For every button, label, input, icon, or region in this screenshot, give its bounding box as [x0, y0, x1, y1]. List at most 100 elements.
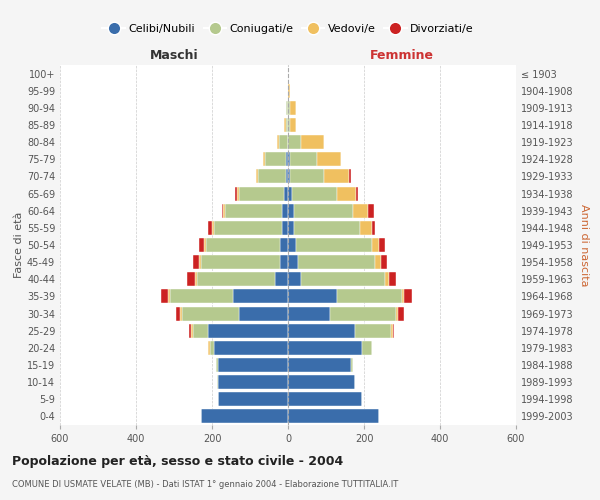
Bar — [324, 170, 349, 183]
Bar — [256, 170, 257, 183]
Bar — [290, 101, 296, 115]
Bar — [385, 272, 389, 286]
Bar — [288, 272, 301, 286]
Bar — [296, 238, 371, 252]
Bar — [208, 341, 210, 355]
Bar — [218, 375, 288, 389]
Bar — [294, 221, 360, 235]
Bar — [212, 221, 214, 235]
Bar — [391, 324, 392, 338]
Bar — [200, 255, 280, 269]
Bar — [206, 238, 280, 252]
Y-axis label: Anni di nascita: Anni di nascita — [579, 204, 589, 286]
Bar — [288, 324, 355, 338]
Bar — [317, 152, 341, 166]
Bar — [176, 306, 180, 320]
Bar — [288, 306, 330, 320]
Bar — [193, 324, 208, 338]
Bar — [379, 238, 385, 252]
Bar — [195, 272, 197, 286]
Bar — [288, 392, 362, 406]
Bar — [217, 375, 218, 389]
Bar — [290, 152, 317, 166]
Bar — [371, 238, 379, 252]
Bar — [189, 324, 191, 338]
Bar — [200, 410, 288, 424]
Bar — [288, 170, 290, 183]
Bar — [371, 221, 376, 235]
Bar — [381, 255, 387, 269]
Bar — [236, 186, 239, 200]
Bar — [280, 238, 288, 252]
Bar — [349, 170, 350, 183]
Bar — [283, 204, 288, 218]
Bar — [199, 238, 205, 252]
Bar — [223, 204, 226, 218]
Text: Femmine: Femmine — [370, 48, 434, 62]
Bar — [284, 186, 288, 200]
Bar — [288, 135, 301, 149]
Bar — [161, 290, 168, 304]
Bar — [397, 306, 398, 320]
Bar — [292, 186, 337, 200]
Bar — [191, 324, 193, 338]
Bar — [389, 272, 397, 286]
Bar — [193, 255, 199, 269]
Bar — [288, 118, 290, 132]
Bar — [288, 290, 337, 304]
Bar — [214, 341, 288, 355]
Bar — [239, 186, 284, 200]
Bar — [356, 186, 358, 200]
Bar — [216, 358, 218, 372]
Bar — [286, 118, 288, 132]
Bar — [288, 238, 296, 252]
Bar — [288, 186, 292, 200]
Bar — [288, 375, 355, 389]
Bar — [353, 204, 368, 218]
Text: Maschi: Maschi — [149, 48, 199, 62]
Bar — [290, 170, 324, 183]
Bar — [170, 290, 233, 304]
Bar — [284, 118, 286, 132]
Bar — [301, 135, 324, 149]
Bar — [263, 152, 265, 166]
Bar — [368, 204, 373, 218]
Bar — [208, 324, 288, 338]
Bar — [337, 290, 402, 304]
Bar — [283, 221, 288, 235]
Bar — [197, 272, 275, 286]
Bar — [214, 221, 283, 235]
Y-axis label: Fasce di età: Fasce di età — [14, 212, 24, 278]
Bar — [294, 204, 353, 218]
Bar — [288, 221, 294, 235]
Bar — [392, 324, 394, 338]
Bar — [180, 306, 182, 320]
Bar — [275, 272, 288, 286]
Bar — [288, 410, 379, 424]
Bar — [182, 306, 239, 320]
Bar — [286, 152, 288, 166]
Bar — [288, 101, 290, 115]
Bar — [288, 204, 294, 218]
Bar — [288, 358, 350, 372]
Text: COMUNE DI USMATE VELATE (MB) - Dati ISTAT 1° gennaio 2004 - Elaborazione TUTTITA: COMUNE DI USMATE VELATE (MB) - Dati ISTA… — [12, 480, 398, 489]
Bar — [226, 204, 283, 218]
Bar — [376, 255, 381, 269]
Bar — [355, 324, 391, 338]
Bar — [330, 306, 397, 320]
Bar — [288, 341, 362, 355]
Bar — [199, 255, 200, 269]
Bar — [278, 135, 288, 149]
Bar — [404, 290, 412, 304]
Bar — [402, 290, 404, 304]
Bar — [288, 152, 290, 166]
Bar — [301, 272, 385, 286]
Bar — [257, 170, 286, 183]
Bar — [239, 306, 288, 320]
Bar — [218, 358, 288, 372]
Bar — [277, 135, 278, 149]
Bar — [286, 170, 288, 183]
Bar — [362, 341, 371, 355]
Legend: Celibi/Nubili, Coniugati/e, Vedovi/e, Divorziati/e: Celibi/Nubili, Coniugati/e, Vedovi/e, Di… — [103, 24, 473, 34]
Bar — [208, 221, 212, 235]
